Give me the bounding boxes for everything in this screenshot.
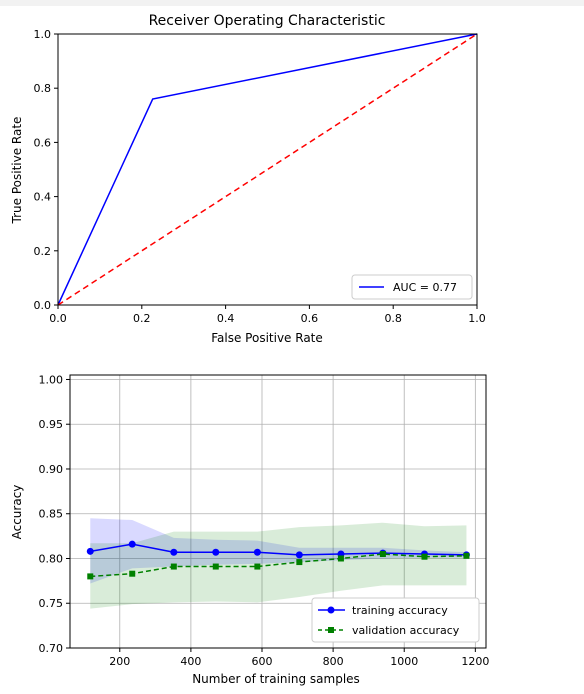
lc-validation-point bbox=[254, 563, 261, 570]
lc-validation-point bbox=[170, 563, 177, 570]
roc-x-tick-label: 0.0 bbox=[49, 312, 67, 325]
lc-training-point bbox=[170, 548, 178, 556]
lc-x-axis-label: Number of training samples bbox=[192, 672, 360, 686]
roc-chance-line bbox=[57, 33, 478, 306]
lc-validation-point bbox=[129, 570, 136, 577]
lc-validation-point bbox=[296, 559, 303, 566]
roc-y-tick-label: 0.6 bbox=[34, 136, 52, 149]
roc-y-tick-label: 0.4 bbox=[34, 191, 52, 204]
learning-curve-chart: 200 400 600 800 1000 1200 0.70 0.75 0.80 0.85 0.90… bbox=[10, 373, 489, 686]
lc-y-tick-label: 0.70 bbox=[39, 642, 64, 655]
lc-x-tick-label: 1000 bbox=[390, 655, 418, 668]
lc-validation-line bbox=[90, 553, 467, 578]
notebook-top-strip bbox=[0, 0, 584, 6]
lc-y-tick-label: 0.95 bbox=[39, 418, 64, 431]
lc-validation-point bbox=[87, 573, 94, 580]
lc-training-point bbox=[295, 551, 303, 559]
roc-x-tick-label: 0.4 bbox=[217, 312, 235, 325]
lc-legend-validation-label: validation accuracy bbox=[352, 624, 460, 637]
lc-training-point bbox=[212, 548, 220, 556]
roc-y-tick-label: 0.2 bbox=[34, 245, 52, 258]
roc-ticks: 0.0 0.2 0.4 0.6 0.8 1.0 0.0 0.2 0.4 0.6 0.8 1.0 bbox=[34, 28, 486, 325]
lc-training-point bbox=[86, 547, 94, 555]
roc-chart: Receiver Operating Characteristic 0.0 0.2… bbox=[10, 13, 486, 345]
roc-axes-frame bbox=[57, 33, 478, 306]
roc-y-tick-label: 0.8 bbox=[34, 82, 52, 95]
lc-validation-point bbox=[212, 563, 219, 570]
lc-legend-training-label: training accuracy bbox=[352, 604, 448, 617]
lc-legend-validation-marker bbox=[328, 627, 334, 633]
lc-plot-area bbox=[86, 518, 470, 609]
lc-training-line bbox=[90, 543, 467, 556]
lc-y-tick-label: 1.00 bbox=[39, 373, 64, 386]
roc-x-axis-label: False Positive Rate bbox=[211, 331, 323, 345]
roc-y-tick-label: 1.0 bbox=[34, 28, 52, 41]
lc-y-tick-label: 0.80 bbox=[39, 552, 64, 565]
roc-legend-auc-label: AUC = 0.77 bbox=[393, 281, 457, 294]
lc-y-tick-label: 0.75 bbox=[39, 597, 64, 610]
lc-training-point bbox=[253, 548, 261, 556]
roc-y-tick-label: 0.0 bbox=[34, 299, 52, 312]
lc-validation-point bbox=[337, 555, 344, 562]
lc-x-tick-label: 600 bbox=[252, 655, 273, 668]
lc-legend-training-marker bbox=[327, 606, 335, 614]
lc-x-tick-label: 400 bbox=[180, 655, 201, 668]
lc-validation-std-band bbox=[90, 522, 467, 609]
roc-legend: AUC = 0.77 bbox=[351, 274, 473, 300]
roc-x-tick-label: 0.6 bbox=[301, 312, 319, 325]
roc-plot-area bbox=[57, 33, 478, 306]
roc-x-tick-label: 0.2 bbox=[133, 312, 151, 325]
lc-ticks: 200 400 600 800 1000 1200 0.70 0.75 0.80 0.85 0.90… bbox=[39, 373, 490, 668]
roc-curve-line bbox=[57, 33, 478, 306]
roc-y-axis-label: True Positive Rate bbox=[10, 117, 24, 225]
lc-y-tick-label: 0.85 bbox=[39, 508, 64, 521]
lc-x-tick-label: 800 bbox=[323, 655, 344, 668]
roc-title: Receiver Operating Characteristic bbox=[149, 13, 386, 29]
roc-x-tick-label: 1.0 bbox=[468, 312, 486, 325]
lc-y-axis-label: Accuracy bbox=[10, 485, 24, 540]
lc-legend-box bbox=[311, 597, 480, 643]
lc-validation-point bbox=[379, 551, 386, 558]
roc-legend-box bbox=[351, 274, 473, 300]
lc-x-tick-label: 1200 bbox=[461, 655, 489, 668]
roc-x-tick-label: 0.8 bbox=[384, 312, 402, 325]
lc-y-tick-label: 0.90 bbox=[39, 463, 64, 476]
lc-training-std-band bbox=[90, 518, 467, 584]
lc-validation-point bbox=[463, 552, 470, 559]
lc-x-tick-label: 200 bbox=[109, 655, 130, 668]
lc-axes-frame bbox=[69, 374, 487, 649]
lc-legend: training accuracy validation accuracy bbox=[311, 597, 480, 643]
lc-training-point bbox=[128, 540, 136, 548]
lc-validation-point bbox=[421, 553, 428, 560]
